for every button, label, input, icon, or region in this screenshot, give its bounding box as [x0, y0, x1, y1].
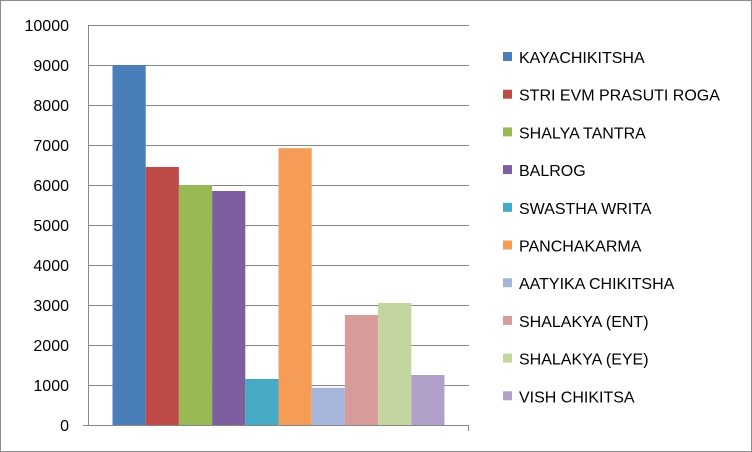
legend-swatch [503, 127, 512, 137]
y-tick-label: 1000 [33, 378, 69, 395]
bar-balrog [212, 191, 246, 425]
legend-swatch [503, 278, 512, 288]
legend-swatch [503, 52, 512, 61]
bar-aatyika-chikitsha [311, 387, 345, 425]
legend-swatch [503, 315, 512, 325]
legend-swatch [503, 240, 512, 250]
y-tick-label: 7000 [33, 138, 69, 155]
bar-shalakya-eye [378, 303, 412, 425]
legend-label: BALROG [519, 163, 586, 180]
y-tick-label: 3000 [33, 298, 69, 315]
y-tick-label: 10000 [25, 18, 70, 35]
bar-panchakarma [278, 148, 312, 425]
bar-shalakya-ent [344, 315, 379, 425]
legend-label: SHALAKYA (EYE) [519, 352, 649, 369]
bar-vish-chikitsa [411, 375, 445, 425]
legend-label: PANCHAKARMA [519, 239, 642, 256]
legend-swatch [503, 89, 512, 99]
bar-swastha-writa [245, 379, 279, 425]
y-axis-tick-labels: 0 1000 2000 3000 4000 5000 6000 7000 8000 9000 100… [25, 18, 70, 435]
y-tick-label: 9000 [33, 58, 69, 75]
bar-shalya-tantra [178, 185, 213, 425]
legend-label: VISH CHIKITSA [519, 389, 635, 406]
y-tick-label: 8000 [33, 98, 69, 115]
legend-label: KAYACHIKITSHA [519, 50, 645, 67]
bar-stri-evm-prasuti-roga [145, 167, 179, 425]
legend-label: SHALYA TANTRA [519, 125, 646, 142]
y-tick-label: 2000 [33, 338, 69, 355]
bars [112, 65, 445, 425]
legend-swatch [503, 391, 512, 401]
legend-label: STRI EVM PRASUTI ROGA [519, 88, 720, 105]
legend-swatch [503, 202, 512, 212]
legend-label: SHALAKYA (ENT) [519, 314, 649, 331]
legend-swatch [503, 165, 512, 175]
legend: KAYACHIKITSHA STRI EVM PRASUTI ROGA SHALYA… [503, 50, 720, 406]
y-tick-label: 6000 [33, 178, 69, 195]
axes [83, 25, 469, 431]
y-tick-label: 4000 [33, 258, 69, 275]
y-tick-label: 5000 [33, 218, 69, 235]
bar-kayachikitsha [112, 65, 146, 425]
legend-label: SWASTHA WRITA [519, 201, 652, 218]
legend-label: AATYIKA CHIKITSHA [519, 276, 675, 293]
legend-swatch [503, 353, 512, 363]
y-tick-label: 0 [60, 418, 69, 435]
